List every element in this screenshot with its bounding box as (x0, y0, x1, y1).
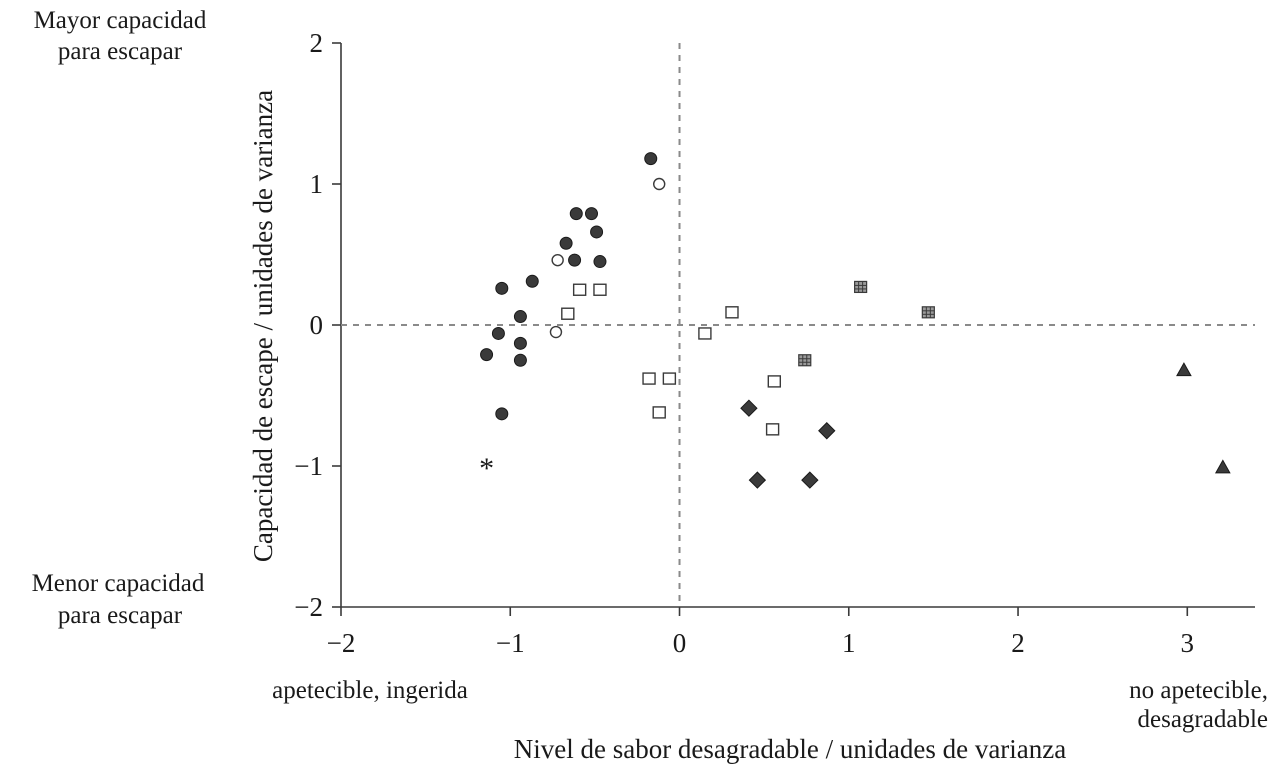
point-grid-square (921, 306, 935, 319)
point-open-square (698, 327, 712, 340)
point-filled-circle (525, 274, 539, 288)
point-filled-circle (593, 255, 607, 269)
y-tick-label: 2 (310, 28, 324, 58)
point-filled-diamond (740, 399, 758, 417)
point-filled-diamond (748, 471, 767, 489)
point-filled-circle (480, 348, 494, 362)
point-open-square (652, 406, 666, 419)
point-open-square (572, 283, 587, 296)
point-open-square (765, 423, 780, 436)
point-filled-circle (568, 253, 582, 267)
point-filled-circle (585, 207, 599, 221)
point-grid-square (854, 280, 868, 294)
annotation-x-right-line2: desagradable (1138, 706, 1268, 733)
point-filled-circle (569, 207, 583, 221)
annotation-y-bottom-line2: para escapar (58, 602, 183, 629)
point-grid-square (798, 354, 812, 367)
point-filled-circle (513, 336, 527, 350)
x-tick-label: −1 (496, 628, 525, 658)
point-filled-circle (590, 225, 604, 239)
annotation-y-top-line2: para escapar (58, 38, 183, 65)
y-axis-label: Capacidad de escape / unidades de varian… (248, 90, 278, 562)
x-axis-label: Nivel de sabor desagradable / unidades d… (514, 734, 1067, 764)
annotation-y-bottom-line1: Menor capacidad (32, 570, 205, 597)
y-tick-label: −1 (294, 451, 323, 481)
x-tick-label: 1 (842, 628, 856, 658)
reference-lines (341, 43, 1255, 607)
y-tick-label: −2 (294, 592, 323, 622)
point-filled-diamond (801, 471, 819, 489)
point-open-square (662, 372, 677, 385)
point-filled-circle (495, 281, 509, 295)
x-tick-label: 0 (673, 628, 687, 658)
annotation-x-right-line1: no apetecible, (1129, 677, 1268, 704)
point-open-square (642, 372, 656, 385)
x-tick-label: 2 (1011, 628, 1025, 658)
point-filled-diamond (818, 422, 836, 440)
point-filled-circle (513, 353, 527, 367)
point-filled-circle (491, 326, 505, 340)
point-filled-circle (513, 310, 527, 324)
point-filled-circle (644, 152, 658, 166)
grid-square-box (921, 306, 935, 319)
x-tick-label: −2 (327, 628, 356, 658)
point-open-square (561, 307, 575, 320)
point-filled-triangle (1176, 362, 1192, 377)
point-open-circle (549, 325, 563, 339)
y-tick-label: 0 (310, 310, 324, 340)
point-open-square (725, 306, 739, 319)
axes: −2 −1 0 1 2 3 −2 0 1 2 −1 (294, 28, 1255, 658)
data-points: * (479, 152, 1231, 489)
point-filled-circle (495, 407, 509, 421)
point-open-square (767, 375, 782, 388)
grid-square-box (854, 280, 868, 294)
point-filled-triangle (1214, 459, 1231, 474)
point-asterisk: * (479, 452, 494, 485)
point-open-circle (551, 253, 564, 267)
annotation-y-top-line1: Mayor capacidad (34, 7, 207, 34)
point-open-square (593, 283, 607, 296)
point-filled-circle (559, 236, 573, 250)
point-open-circle (653, 177, 666, 191)
annotation-x-left: apetecible, ingerida (272, 677, 468, 704)
grid-square-box (798, 354, 812, 367)
x-tick-label: 3 (1181, 628, 1195, 658)
y-tick-label: 1 (310, 169, 324, 199)
